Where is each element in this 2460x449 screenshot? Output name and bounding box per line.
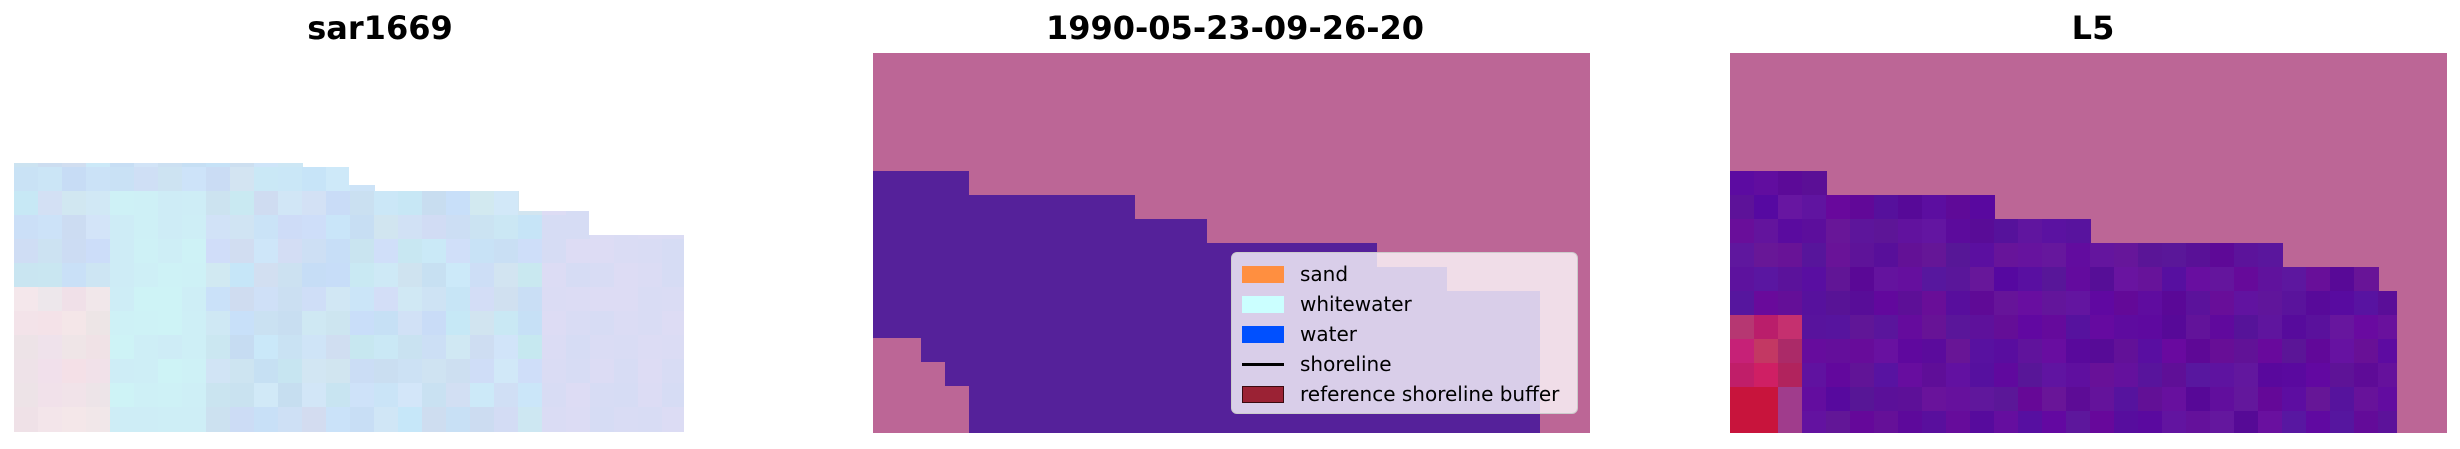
shoreline-line-icon [1242,362,1284,366]
panel-title-date: 1990-05-23-09-26-20 [1045,9,1425,47]
panel-classification: 1990-05-23-09-26-20 sand whitewater wate… [870,0,1600,449]
legend: sand whitewater water shoreline referenc… [1231,252,1578,414]
legend-item-sand: sand [1242,259,1567,289]
panel-rgb-image: sar1669 [0,0,760,449]
legend-label-water: water [1300,322,1357,346]
legend-label-shoreline: shoreline [1300,352,1392,376]
classifier-image [1730,53,2447,433]
whitewater-swatch-icon [1242,295,1284,313]
legend-item-reference-buffer: reference shoreline buffer [1242,379,1567,409]
legend-item-shoreline: shoreline [1242,349,1567,379]
panel-title-rgb: sar1669 [307,9,453,47]
sand-swatch-icon [1242,265,1284,283]
legend-item-whitewater: whitewater [1242,289,1567,319]
panel-title-classifier: L5 [2071,9,2115,47]
sar-image [14,53,684,432]
water-swatch-icon [1242,325,1284,343]
legend-label-sand: sand [1300,262,1349,286]
reference-buffer-swatch-icon [1242,385,1284,403]
legend-item-water: water [1242,319,1567,349]
legend-label-reference-buffer: reference shoreline buffer [1300,382,1560,406]
legend-label-whitewater: whitewater [1300,292,1412,316]
panel-classifier: L5 [1728,0,2458,449]
